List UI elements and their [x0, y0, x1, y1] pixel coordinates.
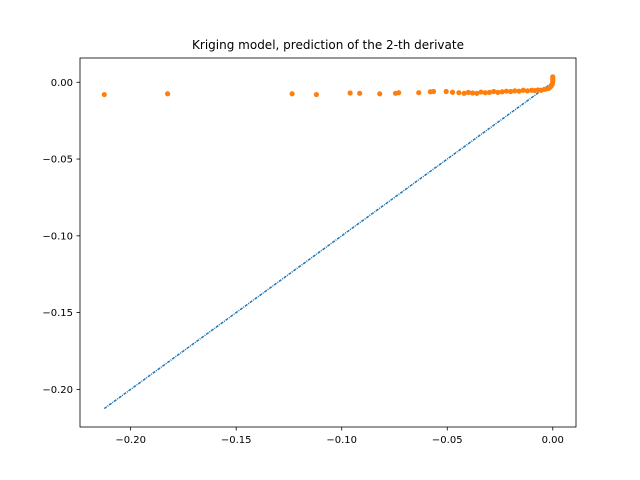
x-tick-label: −0.15 [221, 435, 252, 446]
prediction-point [499, 89, 505, 95]
x-tick-label: −0.05 [432, 435, 463, 446]
reference-line [103, 81, 554, 410]
prediction-point [357, 90, 363, 96]
y-axis: 0.00 −0.05 −0.10 −0.15 −0.20 [42, 78, 80, 396]
prediction-point [512, 88, 518, 94]
prediction-point [503, 88, 509, 94]
axes-frame [79, 57, 577, 428]
prediction-point [396, 90, 402, 96]
prediction-point [449, 89, 456, 95]
prediction-point [456, 90, 462, 96]
y-tick-label: 0.00 [51, 78, 73, 89]
chart-title: Kriging model, prediction of the 2-th de… [192, 38, 464, 52]
prediction-point [443, 88, 449, 95]
x-tick-label: −0.20 [115, 435, 146, 446]
prediction-point [507, 88, 514, 95]
y-tick-label: −0.05 [42, 155, 73, 166]
reference-series [103, 81, 554, 410]
x-tick-label: 0.00 [542, 435, 564, 446]
prediction-series [101, 74, 556, 98]
prediction-point [465, 89, 471, 95]
prediction-point [469, 90, 476, 96]
y-tick-label: −0.15 [42, 308, 73, 319]
prediction-point [495, 89, 501, 95]
prediction-point [478, 89, 484, 95]
prediction-point [550, 74, 556, 80]
prediction-point [520, 87, 526, 93]
prediction-point [524, 88, 531, 94]
prediction-point [516, 88, 522, 94]
prediction-point [486, 89, 493, 95]
prediction-point [416, 90, 422, 96]
prediction-point [474, 90, 480, 96]
x-tick-label: −0.10 [326, 435, 357, 446]
prediction-point [482, 90, 488, 96]
y-tick-label: −0.10 [42, 231, 73, 242]
prediction-point [101, 91, 107, 98]
prediction-point [164, 91, 171, 97]
prediction-point [377, 91, 383, 97]
prediction-point [461, 90, 467, 96]
y-tick-label: −0.20 [42, 385, 73, 396]
prediction-point [289, 91, 295, 97]
prediction-point [347, 90, 353, 96]
prediction-point [313, 91, 319, 98]
prediction-point [491, 88, 497, 95]
prediction-point [430, 88, 437, 95]
x-axis: −0.20 −0.15 −0.10 −0.05 0.00 [115, 427, 564, 446]
